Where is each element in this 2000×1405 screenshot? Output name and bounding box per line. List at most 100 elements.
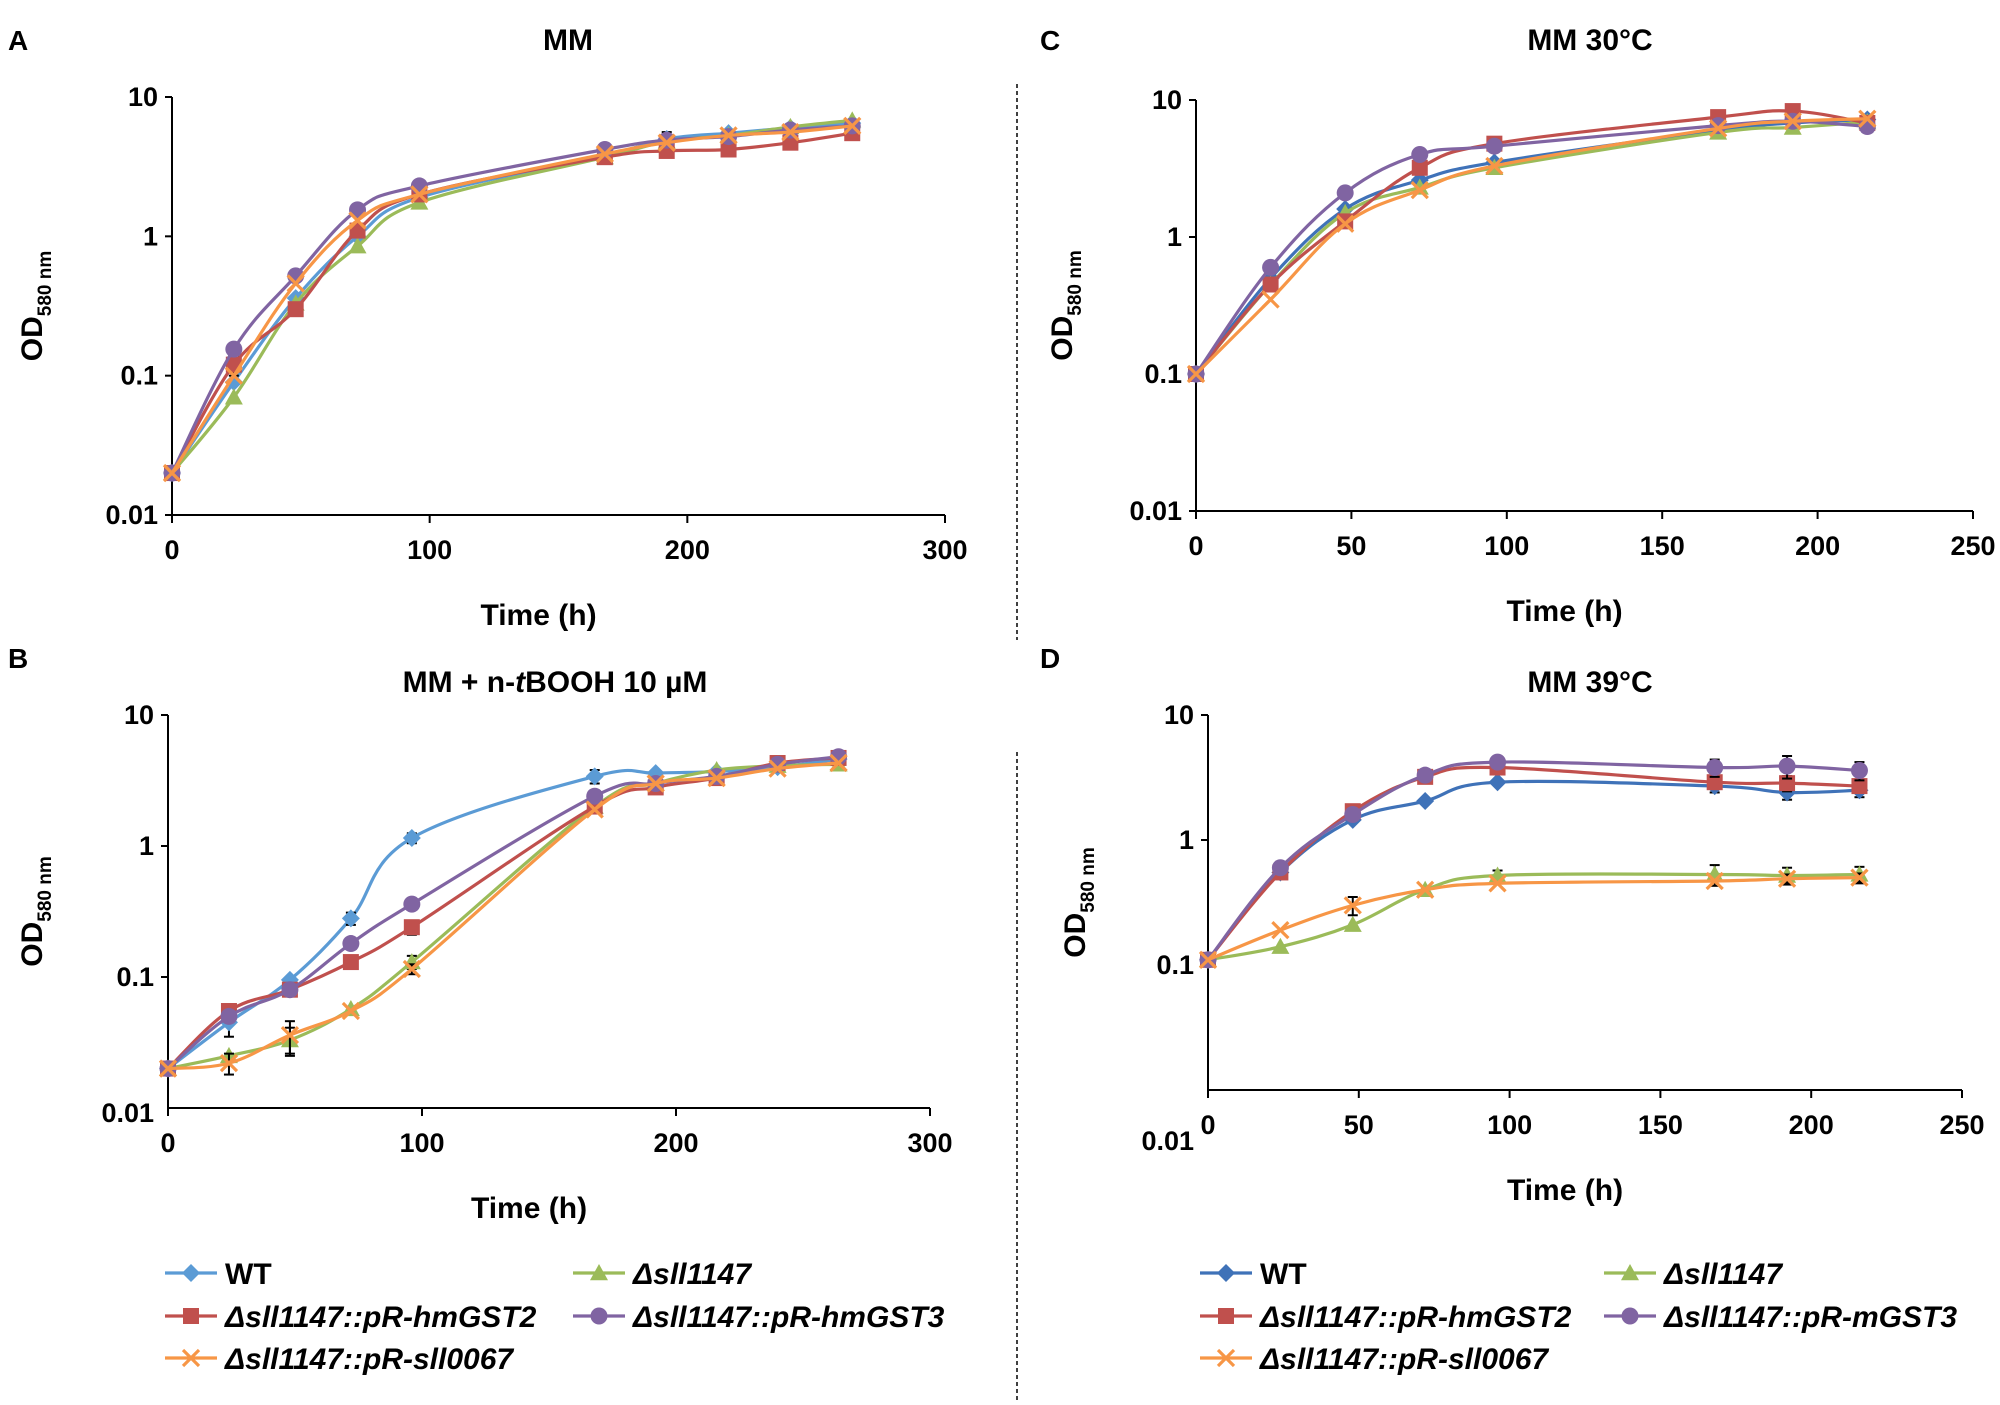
chart-title: MM 39°C [1527,666,1652,699]
data-point [843,116,862,136]
legend-item: WT [1200,1258,1307,1291]
y-tick-label-clipped: 0.01 [101,1093,154,1123]
data-point [224,366,243,385]
data-point [158,1059,178,1078]
x-tick-label: 200 [1789,1110,1834,1140]
data-point [1416,792,1435,811]
legend-label: Δsll1147::pR-hmGST2 [224,1301,537,1334]
series-line [1206,760,1860,961]
legend-marker [182,1264,200,1282]
data-point [286,274,305,293]
x-tick-label: 300 [907,1128,952,1158]
data-point [1416,766,1434,784]
x-axis-label: Time (h) [480,599,596,632]
legend-label: Δsll1147::pR-hmGST2 [1259,1301,1572,1334]
data-point [1271,921,1290,940]
data-point [280,1025,300,1045]
x-tick-label: 200 [653,1128,698,1158]
y-axis-label: OD580 nm [1046,250,1086,360]
legend-marker [1216,1348,1236,1368]
y-tick-label: 0.01 [101,1098,154,1128]
data-point [1411,146,1429,164]
y-tick-label: 10 [124,700,154,730]
data-point [341,1001,361,1021]
data-point [1488,874,1507,893]
data-point [402,959,421,979]
data-point [781,122,800,142]
data-point [657,133,676,152]
legend-marker [1217,1264,1235,1282]
x-tick-label: 0 [1200,1110,1215,1140]
data-point [1261,290,1280,309]
data-point [1778,757,1796,775]
series-line [167,762,839,1071]
x-tick-label: 200 [1795,531,1840,561]
chart-title: MM [543,24,593,57]
data-point [768,759,787,778]
data-point [1411,159,1428,176]
data-point [720,141,737,158]
data-point [1706,759,1724,777]
y-tick-label: 0.01 [1141,1126,1194,1156]
x-axis-label: Time (h) [1506,595,1622,628]
data-point [342,935,360,953]
data-point [1344,805,1362,823]
legend-marker [1218,1308,1234,1324]
x-tick-label: 100 [1487,1110,1532,1140]
x-tick-label: 0 [164,535,179,565]
data-point [1705,871,1724,891]
y-tick-label: 1 [139,831,154,861]
chart-title: MM 30°C [1527,24,1652,57]
legend-label: Δsll1147::pR-sll0067 [1259,1343,1549,1376]
data-point [1336,184,1354,202]
y-tick-label-clipped: 0.01 [1141,1075,1194,1105]
y-axis-label: OD580 nm [1059,847,1099,957]
data-point [1343,915,1362,932]
series-line [1207,876,1860,962]
legend-item: Δsll1147 [573,1258,752,1291]
data-point [281,981,299,999]
data-point [658,131,676,149]
y-tick-label: 10 [128,82,158,112]
data-point [402,829,421,848]
legend-item: Δsll1147::pR-hmGST2 [1200,1301,1572,1334]
legend-item: Δsll1147::pR-hmGST2 [165,1301,537,1334]
y-tick-label: 10 [1164,700,1194,730]
series-line [170,121,853,474]
panel-letter: B [8,643,28,674]
series-sll0067 [1186,109,1877,384]
data-point [1271,937,1290,954]
y-tick-label: 0.01 [1129,496,1182,526]
series-line [1207,872,1860,962]
data-point [1262,258,1280,276]
x-tick-label: 150 [1638,1110,1683,1140]
y-tick-label: 0.1 [1156,950,1194,980]
panel-letter: A [8,25,28,56]
data-point [782,134,799,151]
y-tick-label: 1 [1167,222,1182,252]
legend-item: Δsll1147::pR-hmGST3 [573,1301,945,1334]
data-point [1416,880,1435,899]
legend-item: WT [165,1258,272,1291]
data-point [1343,896,1362,915]
y-axis-label: OD580 nm [16,856,56,966]
data-point [1186,364,1206,384]
data-point [1336,214,1355,233]
series-sll0067 [158,753,848,1078]
data-point [1858,109,1877,128]
legend-label: Δsll1147::pR-sll0067 [224,1343,514,1376]
data-point [342,954,359,971]
x-tick-label: 250 [1950,531,1995,561]
data-point [403,895,421,913]
panel-letter: D [1040,643,1060,674]
data-point [224,388,243,405]
data-point [1709,117,1727,135]
data-point [1485,156,1504,176]
y-tick-label: 0.01 [105,500,158,530]
legend-marker [590,1264,608,1281]
y-tick-label: 1 [1179,825,1194,855]
legend-label: WT [1260,1258,1307,1291]
